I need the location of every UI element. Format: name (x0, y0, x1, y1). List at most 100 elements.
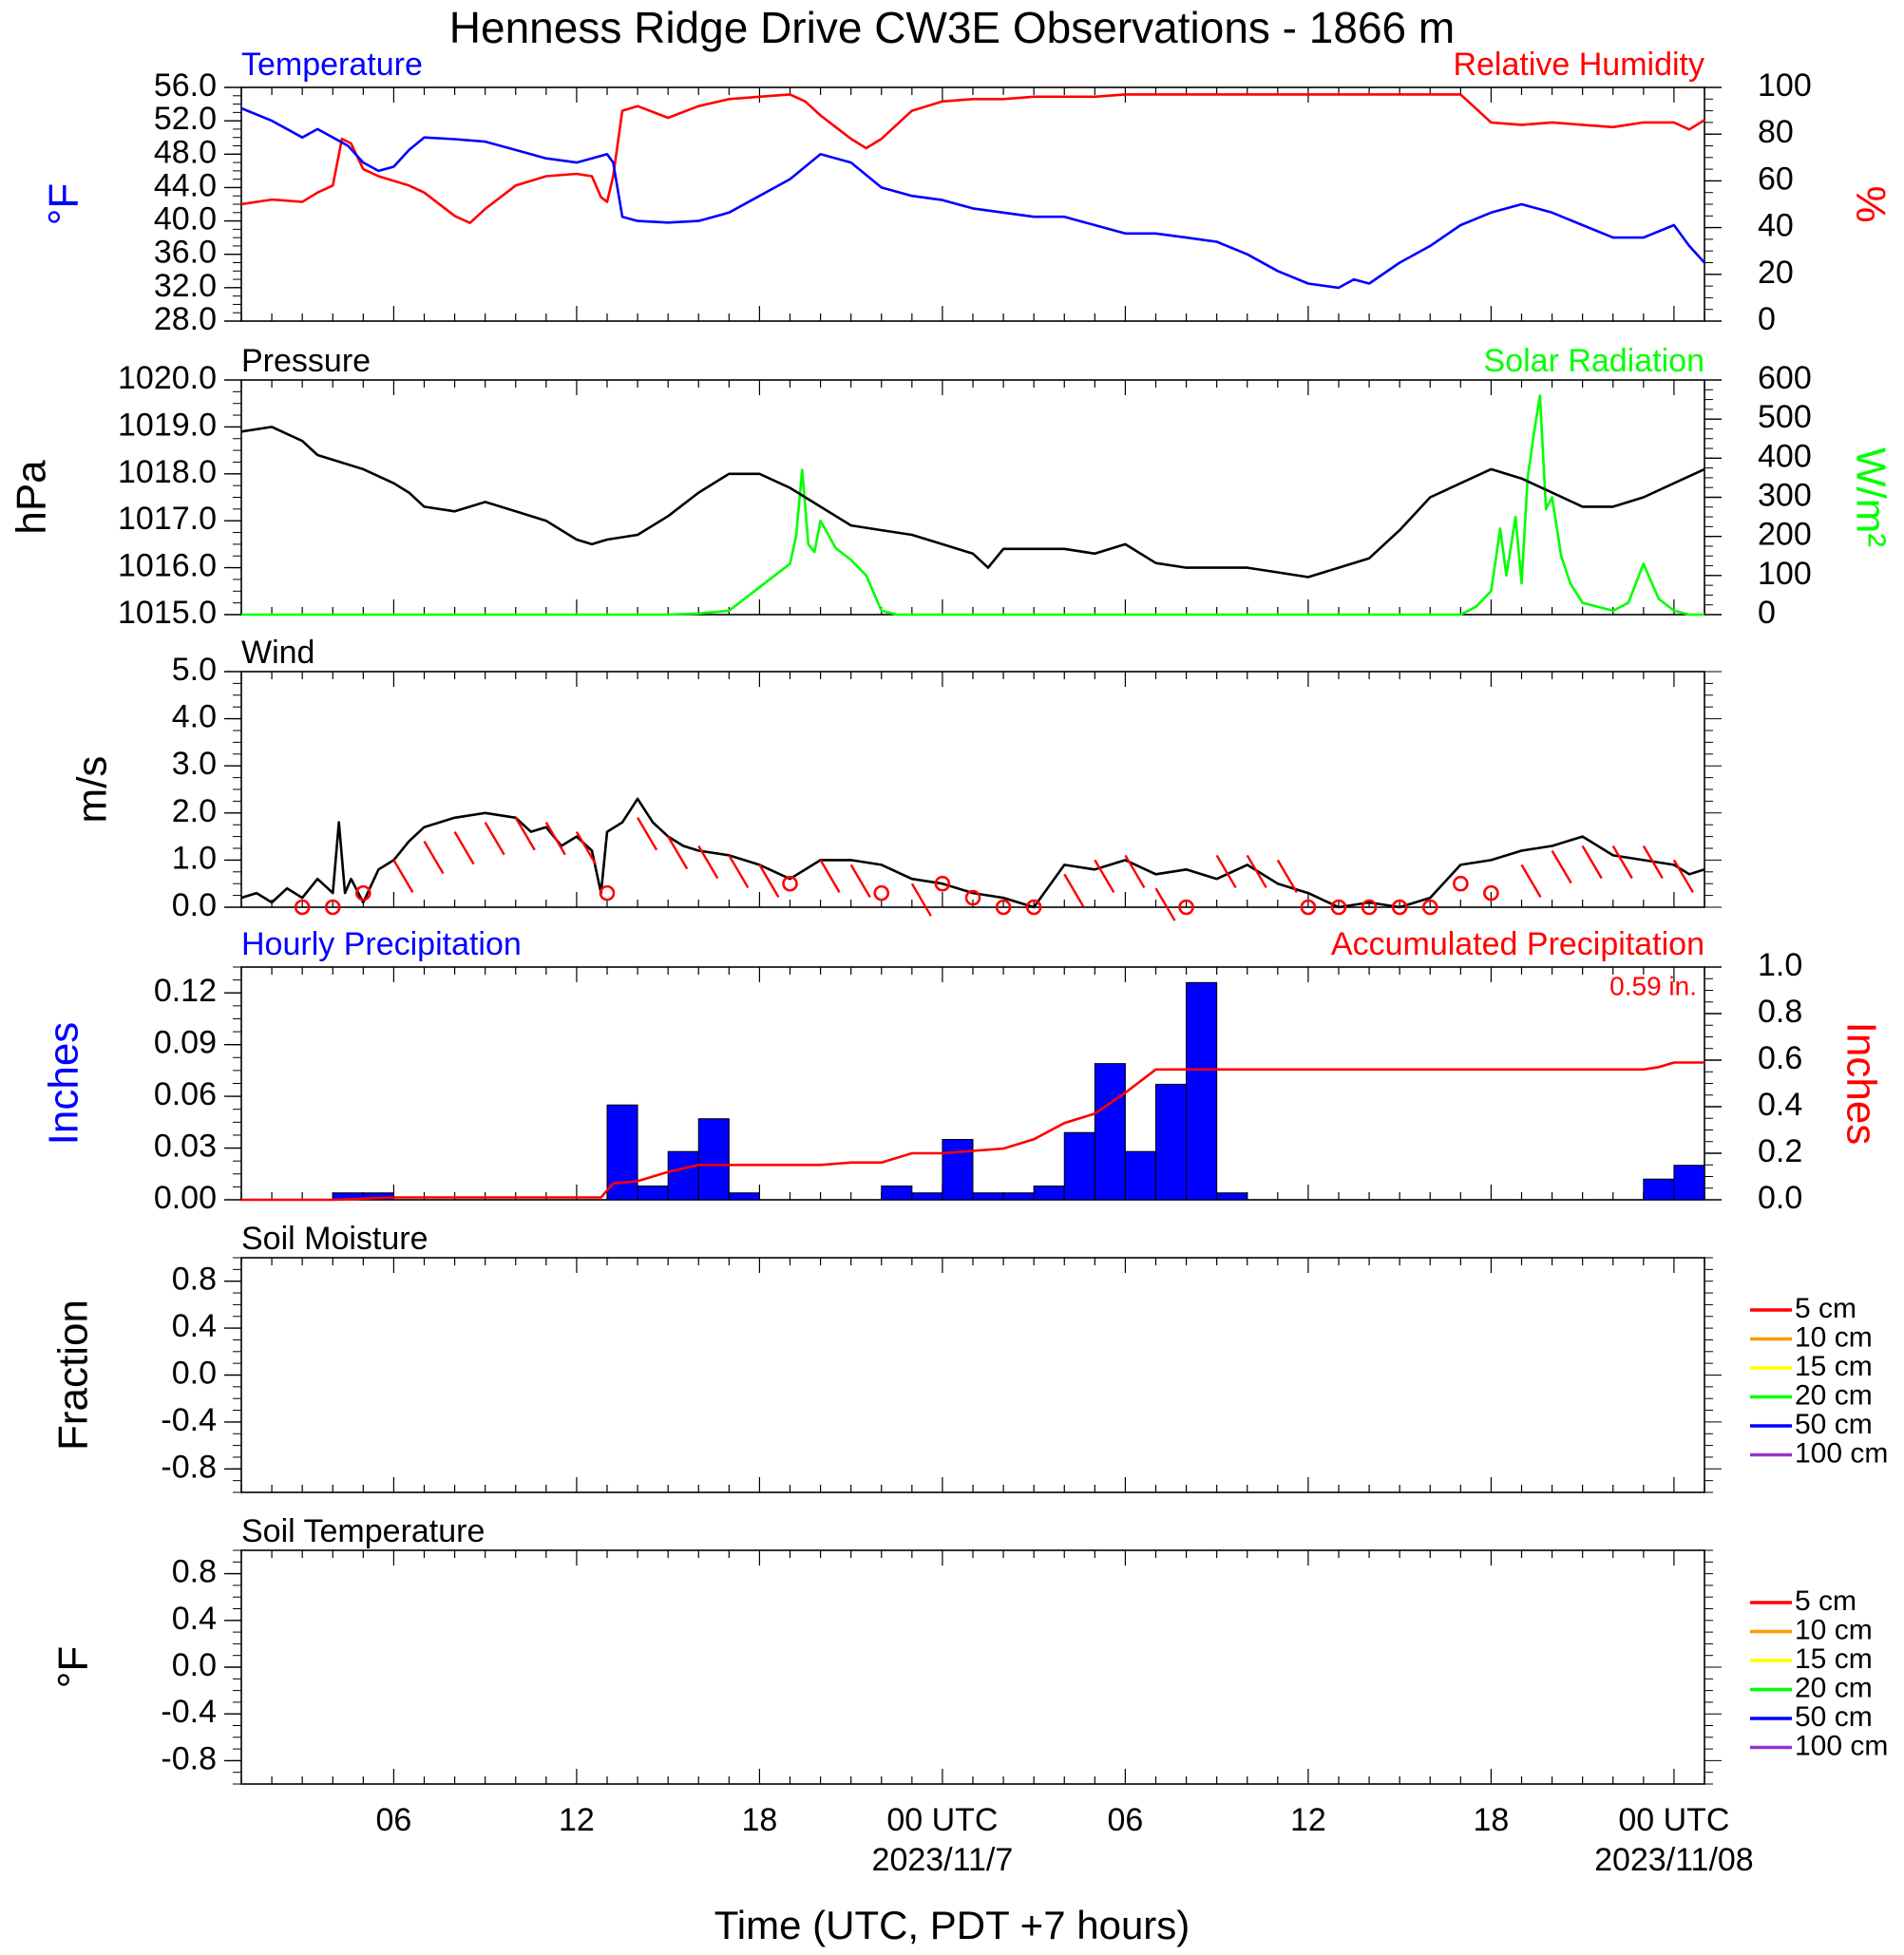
panel-title-left: Soil Moisture (241, 1221, 428, 1257)
y-tick-label-left: 0.8 (172, 1554, 217, 1590)
precip-bar (1155, 1083, 1188, 1201)
legend-label: 20 cm (1795, 1379, 1873, 1411)
wind-barb (1642, 845, 1664, 880)
rh-line (240, 93, 1705, 224)
wind-barb (392, 859, 414, 894)
y-axis-label-right: Inches (1837, 1022, 1884, 1146)
y-tick-label-left: 44.0 (154, 167, 217, 203)
legend-label: 100 cm (1795, 1437, 1888, 1469)
y-tick-label-left: 52.0 (154, 101, 217, 137)
wind-barb (728, 854, 750, 889)
precip-bar (1216, 1192, 1248, 1201)
y-tick-label-left: 0.09 (154, 1025, 217, 1061)
y-tick-label-left: -0.4 (161, 1402, 217, 1438)
y-axis-label-left: m/s (69, 756, 116, 824)
precip-bar (1643, 1178, 1675, 1201)
panel-title-left: Pressure (241, 343, 371, 379)
wind-barb (1551, 849, 1572, 884)
wind-barb (575, 831, 597, 865)
y-tick-label-left: 0.4 (172, 1601, 217, 1637)
legend-label: 100 cm (1795, 1730, 1888, 1761)
y-tick-label-left: 0.0 (172, 1355, 217, 1391)
precip-bar (1124, 1150, 1156, 1201)
y-tick-label-left: 32.0 (154, 268, 217, 304)
solar-radiation-line (241, 394, 1704, 617)
y-tick-label-left: 0.00 (154, 1180, 217, 1216)
y-tick-label-right: 80 (1758, 114, 1794, 150)
legend-label: 10 cm (1795, 1321, 1873, 1353)
y-tick-label-left: 1018.0 (118, 454, 217, 490)
panel-title-right: Accumulated Precipitation (1331, 926, 1704, 962)
panel-title-left: Hourly Precipitation (241, 926, 522, 962)
y-tick-label-left: -0.8 (161, 1449, 217, 1485)
y-tick-label-left: 40.0 (154, 201, 217, 237)
x-tick-label: 00 UTC (886, 1802, 998, 1838)
y-tick-label-right: 0.4 (1758, 1087, 1802, 1123)
chart-title: Henness Ridge Drive CW3E Observations - … (448, 3, 1456, 52)
y-tick-label-left: 0.12 (154, 973, 217, 1009)
y-tick-label-left: 2.0 (172, 793, 217, 829)
y-axis-label-left: °F (50, 1646, 97, 1688)
precip-bar (942, 1138, 974, 1201)
wind-barb-calm (995, 899, 1012, 916)
wind-barb-calm (1330, 899, 1347, 916)
wind-barb (423, 840, 445, 875)
y-tick-label-right: 20 (1758, 255, 1794, 291)
legend-label: 50 cm (1795, 1409, 1873, 1440)
x-tick-label: 12 (1290, 1802, 1326, 1838)
y-tick-label-left: 0.03 (154, 1129, 217, 1165)
y-tick-label-left: 4.0 (172, 699, 217, 735)
y-tick-label-left: 0.4 (172, 1308, 217, 1344)
y-axis-label-right: % (1847, 185, 1894, 222)
wind-barb-calm (1483, 884, 1499, 902)
wind-barb (819, 859, 841, 894)
wind-barb-calm (873, 884, 890, 902)
precip-bar (667, 1150, 699, 1201)
legend-label: 10 cm (1795, 1614, 1873, 1645)
y-tick-label-left: 0.8 (172, 1262, 217, 1298)
wind-barb-calm (782, 875, 798, 892)
precip-bar (911, 1192, 943, 1201)
wind-barb (544, 822, 566, 856)
precip-bar (1094, 1063, 1126, 1201)
y-tick-label-left: 1.0 (172, 840, 217, 876)
wind-barb (1215, 854, 1237, 889)
wind-barb (1124, 854, 1146, 889)
wind-barb (637, 817, 658, 851)
wind-barb (453, 831, 475, 865)
wind-barb (1246, 854, 1267, 889)
precip-bar (697, 1118, 730, 1201)
y-tick-label-right: 400 (1758, 438, 1812, 474)
wind-barb (667, 835, 689, 870)
y-tick-label-left: 0.06 (154, 1076, 217, 1112)
y-axis-label-left: Inches (41, 1022, 87, 1146)
x-tick-date: 2023/11/7 (872, 1842, 1014, 1878)
x-tick-label: 00 UTC (1618, 1802, 1729, 1838)
y-axis-label-right: W/m² (1847, 447, 1894, 547)
temperature-line (240, 106, 1705, 290)
y-tick-label-right: 40 (1758, 208, 1794, 244)
legend-label: 5 cm (1795, 1585, 1856, 1617)
y-tick-label-left: 5.0 (172, 652, 217, 688)
y-tick-label-left: -0.8 (161, 1740, 217, 1776)
wind-barb (1672, 859, 1694, 894)
x-tick-label: 12 (559, 1802, 595, 1838)
wind-barb-calm (1361, 899, 1378, 916)
wind-barb-calm (1453, 875, 1469, 892)
y-tick-label-right: 600 (1758, 360, 1812, 396)
y-tick-label-right: 100 (1758, 556, 1812, 592)
y-tick-label-right: 200 (1758, 517, 1812, 553)
precip-bar (728, 1192, 760, 1201)
legend-label: 50 cm (1795, 1701, 1873, 1733)
wind-barb (514, 817, 536, 851)
wind-barb (758, 864, 780, 898)
y-tick-label-left: 1015.0 (118, 595, 217, 631)
x-tick-label: 06 (376, 1802, 412, 1838)
y-axis-label-left: °F (41, 183, 87, 225)
y-tick-label-right: 100 (1758, 67, 1812, 104)
wind-barb (1520, 864, 1542, 898)
panel-frame-0 (240, 86, 1705, 322)
wind-barb-calm (1178, 899, 1194, 916)
wind-barb-calm (324, 899, 341, 916)
x-tick-label: 06 (1108, 1802, 1144, 1838)
